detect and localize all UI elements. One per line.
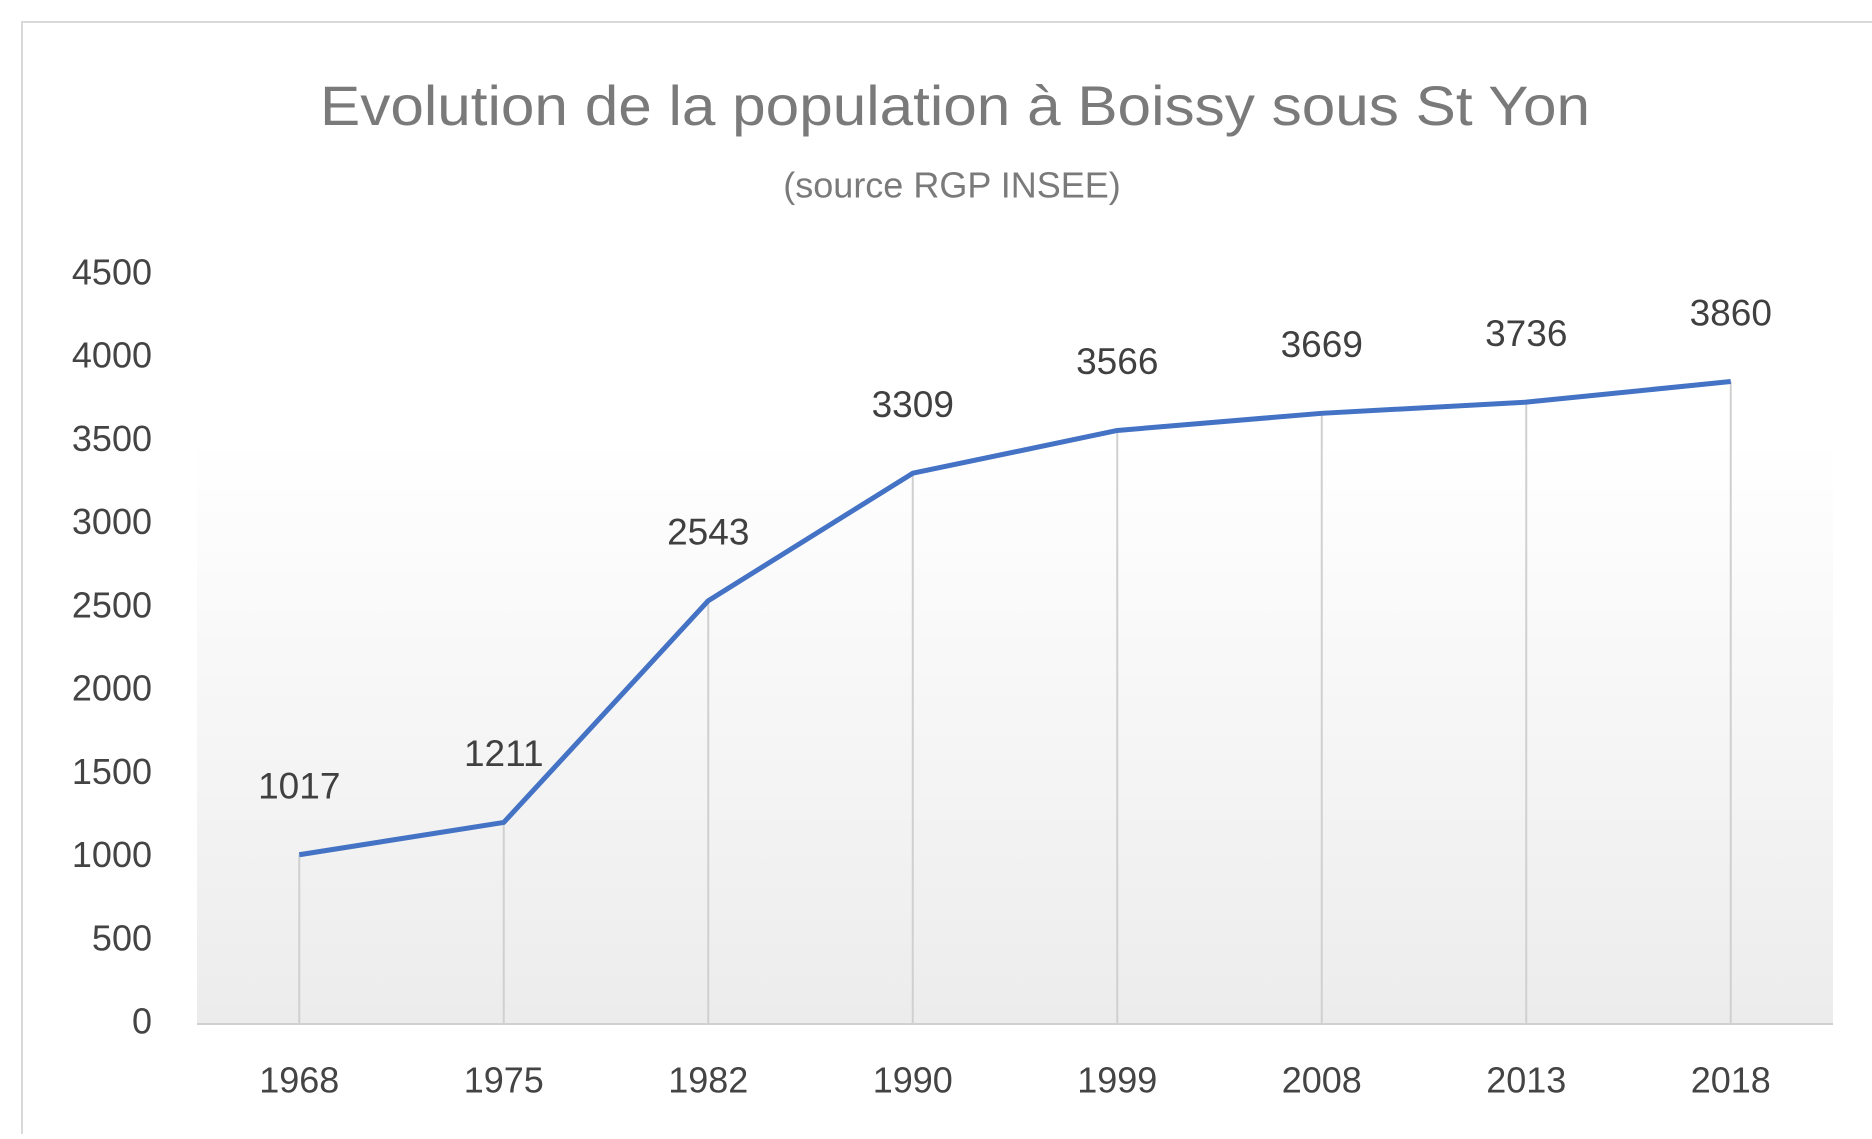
x-tick-label: 1968: [259, 1060, 339, 1101]
data-label: 3669: [1281, 324, 1363, 365]
y-tick-label: 1000: [72, 834, 152, 875]
x-tick-label: 2018: [1691, 1060, 1771, 1101]
line: [298, 379, 1732, 858]
x-tick-label: 1990: [873, 1060, 953, 1101]
y-tick-label: 4000: [72, 335, 152, 376]
y-tick-label: 3000: [72, 501, 152, 542]
y-tick-label: 0: [132, 1001, 152, 1042]
chart-title: Evolution de la population à Boissy sous…: [320, 74, 1590, 137]
y-tick-label: 500: [92, 917, 152, 958]
chart-subtitle: (source RGP INSEE): [783, 165, 1120, 206]
y-tick-label: 4500: [72, 252, 152, 293]
data-label: 3736: [1485, 313, 1567, 354]
y-tick-label: 2500: [72, 584, 152, 625]
y-tick-label: 3500: [72, 418, 152, 459]
x-tick-label: 2008: [1282, 1060, 1362, 1101]
data-label: 3566: [1076, 341, 1158, 382]
x-tick-label: 1975: [464, 1060, 544, 1101]
data-label: 2543: [667, 512, 749, 553]
data-label: 3860: [1690, 292, 1772, 333]
y-tick-label: 2000: [72, 668, 152, 709]
plot-background: [197, 440, 1833, 1024]
y-tick-label: 1500: [72, 751, 152, 792]
x-tick-label: 1982: [668, 1060, 748, 1101]
data-label: 1017: [258, 766, 340, 807]
x-tick-label: 1999: [1077, 1060, 1157, 1101]
data-label: 1211: [464, 733, 544, 774]
data-label: 3309: [872, 384, 954, 425]
x-tick-label: 2013: [1486, 1060, 1566, 1101]
